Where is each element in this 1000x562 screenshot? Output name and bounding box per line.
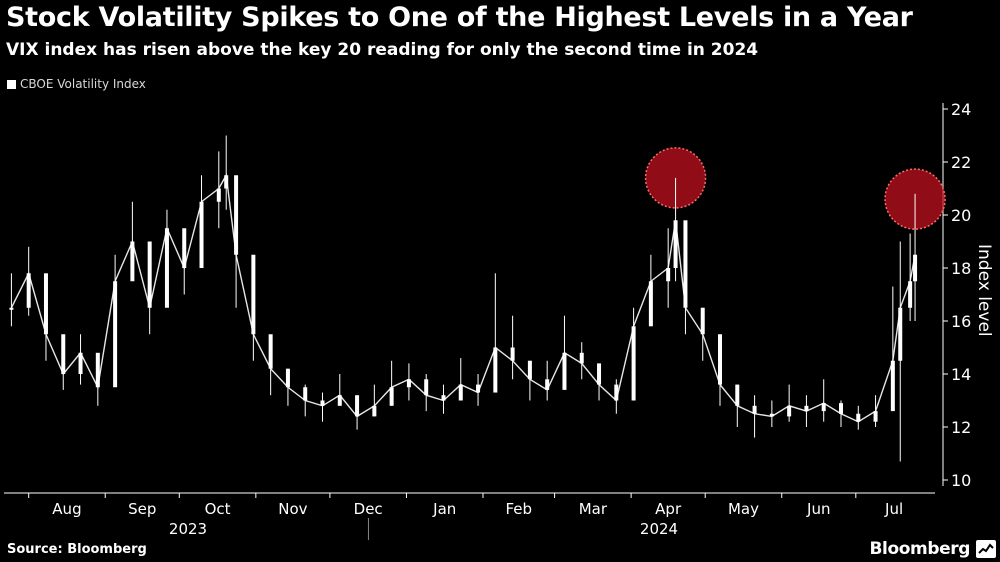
candle-body	[597, 363, 602, 385]
y-tick-label: 22	[951, 153, 971, 172]
candle-body	[224, 175, 229, 189]
x-tick-label: Jul	[884, 500, 903, 518]
candle-body	[337, 395, 342, 406]
candle-body	[718, 334, 723, 385]
series-line	[10, 173, 916, 423]
candle-body	[424, 379, 429, 396]
chart-title: Stock Volatility Spikes to One of the Hi…	[6, 2, 913, 33]
candle-body	[648, 281, 653, 327]
candle-body	[355, 395, 360, 417]
y-tick-label: 18	[951, 259, 971, 278]
x-tick-label: Oct	[205, 500, 231, 518]
candle-body	[700, 307, 705, 335]
candle-body	[9, 307, 14, 310]
candle-body	[285, 368, 290, 388]
candle-body	[527, 360, 532, 380]
candle-body	[320, 400, 325, 406]
chart-subtitle: VIX index has risen above the key 20 rea…	[6, 40, 759, 60]
candle-body	[406, 379, 411, 388]
candle-body	[787, 405, 792, 417]
candle-body	[856, 413, 861, 422]
candle-body	[476, 384, 481, 393]
candle-body	[130, 241, 135, 282]
candle-body	[683, 220, 688, 308]
candle-body	[666, 268, 671, 282]
candle-body	[147, 241, 152, 308]
candle-body	[631, 326, 636, 401]
candle-body	[873, 411, 878, 422]
year-label: 2024	[640, 520, 678, 538]
candle-body	[752, 405, 757, 414]
candle-body	[164, 228, 169, 308]
candle-body	[735, 384, 740, 406]
candle-body	[26, 273, 31, 308]
candle-body	[493, 347, 498, 393]
candle-body	[78, 352, 83, 374]
x-tick-label: Feb	[506, 500, 533, 518]
candle-body	[216, 188, 221, 202]
y-tick-label: 12	[951, 418, 971, 437]
candle-body	[234, 175, 239, 255]
candle-body	[303, 387, 308, 401]
legend-swatch	[7, 79, 16, 89]
x-tick-label: May	[728, 500, 759, 518]
candle-body	[673, 220, 678, 268]
candle-body	[113, 281, 118, 388]
candle-body	[372, 405, 377, 417]
candle-body	[562, 352, 567, 390]
candle-body	[441, 395, 446, 401]
bloomberg-chart-icon	[976, 540, 996, 558]
x-tick-label: Apr	[655, 500, 682, 518]
legend: CBOE Volatility Index	[7, 77, 146, 91]
candle-body	[769, 413, 774, 417]
legend-label: CBOE Volatility Index	[20, 77, 146, 91]
x-tick-label: Mar	[579, 500, 608, 518]
x-tick-label: Jun	[806, 500, 830, 518]
x-tick-label: Aug	[52, 500, 81, 518]
y-tick-label: 24	[951, 100, 971, 119]
y-axis-label: Index level	[974, 244, 994, 337]
candle-body	[838, 403, 843, 414]
candle-body	[61, 334, 66, 374]
candle-body	[821, 403, 826, 412]
year-label: 2023	[169, 520, 207, 538]
y-tick-label: 14	[951, 365, 971, 384]
candle-body	[43, 273, 48, 335]
candle-body	[913, 254, 918, 282]
x-tick-label: Nov	[278, 500, 307, 518]
candle-body	[545, 379, 550, 390]
candle-body	[614, 384, 619, 401]
candle-body	[199, 201, 204, 268]
candle-body	[182, 228, 187, 268]
x-tick-label: Jan	[432, 500, 456, 518]
candle-body	[95, 352, 100, 388]
candle-body	[898, 307, 903, 361]
y-tick-label: 10	[951, 471, 971, 490]
source-label: Source: Bloomberg	[7, 542, 147, 557]
y-tick-label: 16	[951, 312, 971, 331]
candle-body	[389, 387, 394, 406]
brand-logo: Bloomberg	[869, 539, 970, 559]
y-tick-label: 20	[951, 206, 971, 225]
candle-body	[268, 334, 273, 369]
x-tick-label: Dec	[354, 500, 383, 518]
candle-body	[908, 281, 913, 308]
candle-body	[510, 347, 515, 361]
candle-body	[579, 352, 584, 364]
candle-body	[804, 405, 809, 412]
x-tick-label: Sep	[128, 500, 156, 518]
candle-body	[251, 254, 256, 335]
candle-body	[458, 384, 463, 401]
candle-body	[890, 360, 895, 412]
